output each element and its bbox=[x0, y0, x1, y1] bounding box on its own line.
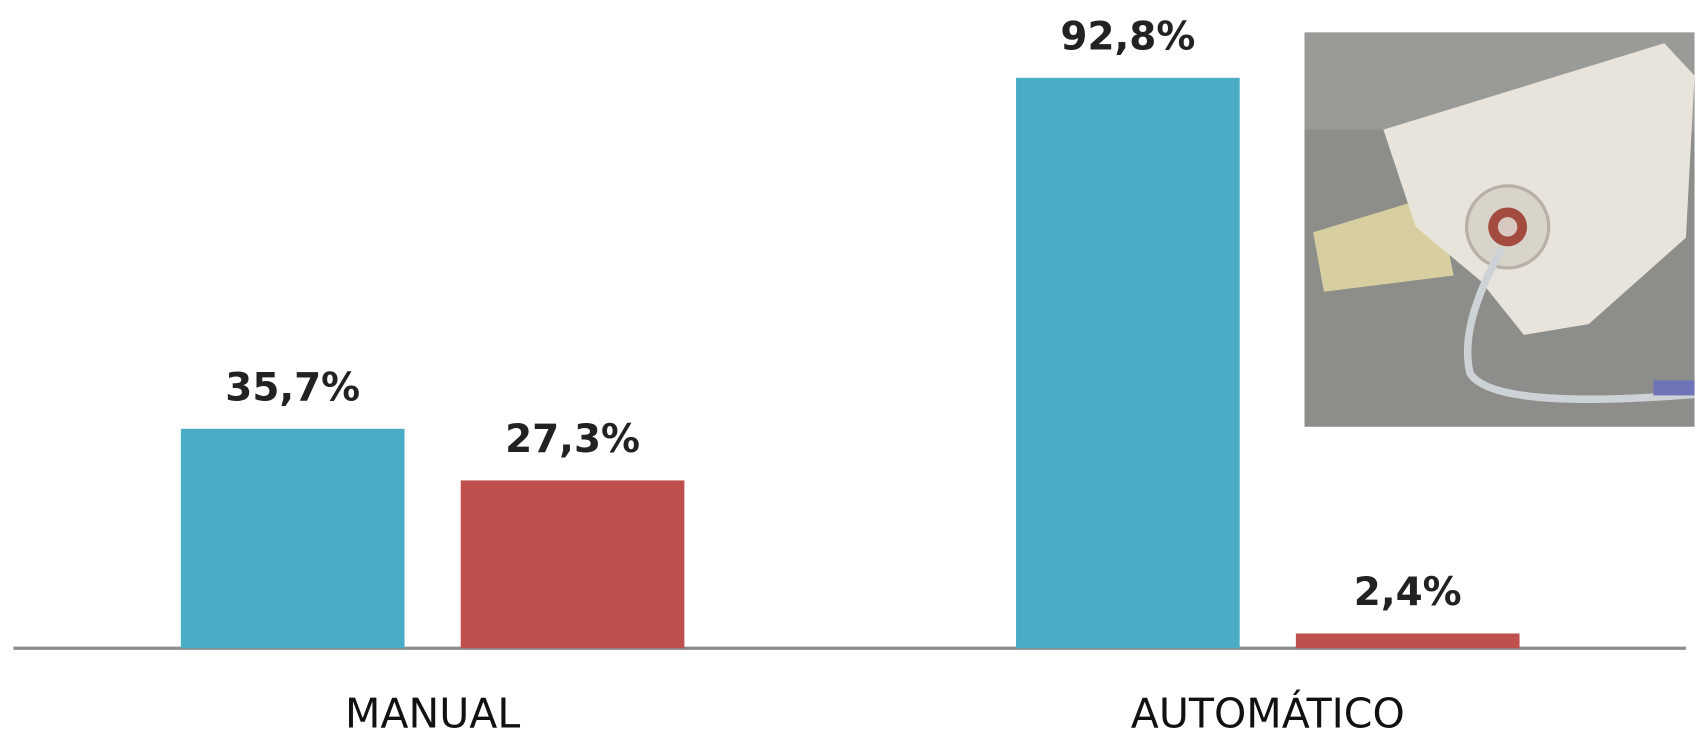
bar bbox=[1016, 78, 1240, 648]
value-label: 2,4% bbox=[1354, 570, 1462, 615]
value-label: 35,7% bbox=[225, 365, 360, 410]
x-tick-label: AUTOMÁTICO bbox=[1131, 689, 1405, 737]
photo bbox=[1305, 32, 1695, 426]
bar bbox=[461, 480, 685, 648]
value-label: 92,8% bbox=[1060, 14, 1195, 59]
chart: MANUAL 35,7% 27,3% AUTOMÁTICO 92,8% 2,4% bbox=[0, 0, 1695, 739]
bar bbox=[1296, 633, 1520, 648]
bar bbox=[181, 429, 405, 648]
value-label: 27,3% bbox=[505, 417, 640, 462]
x-tick-label: MANUAL bbox=[345, 689, 520, 737]
